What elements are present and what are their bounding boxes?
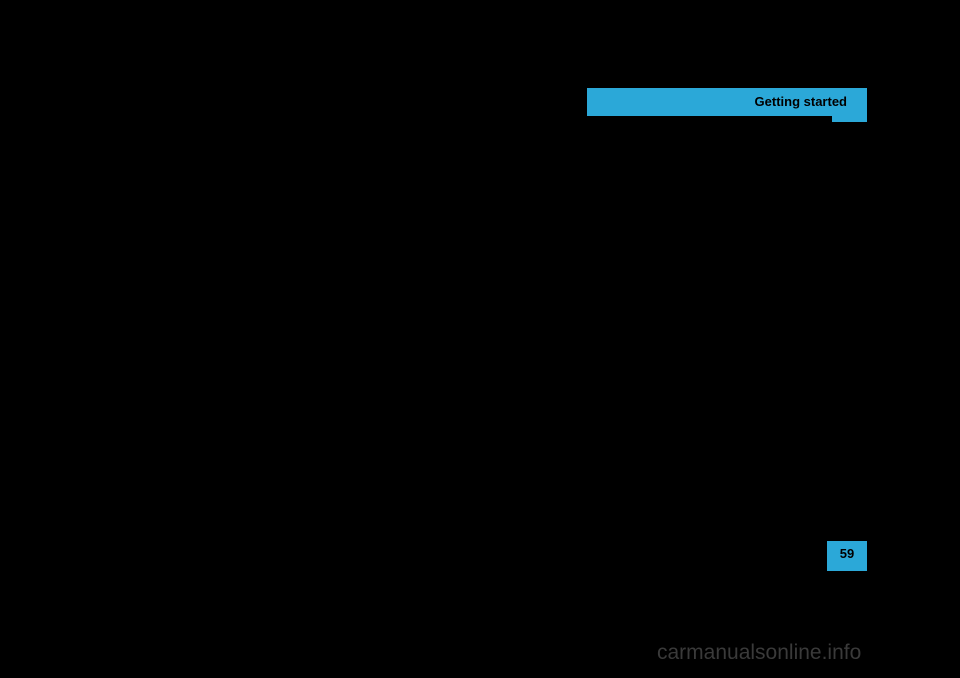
page-number-box: 59	[827, 541, 867, 571]
page-number: 59	[840, 546, 854, 561]
watermark-text: carmanualsonline.info	[657, 641, 861, 665]
section-header-tab	[832, 116, 867, 122]
section-header-bar: Getting started	[587, 88, 867, 116]
section-header-title: Getting started	[755, 94, 847, 109]
